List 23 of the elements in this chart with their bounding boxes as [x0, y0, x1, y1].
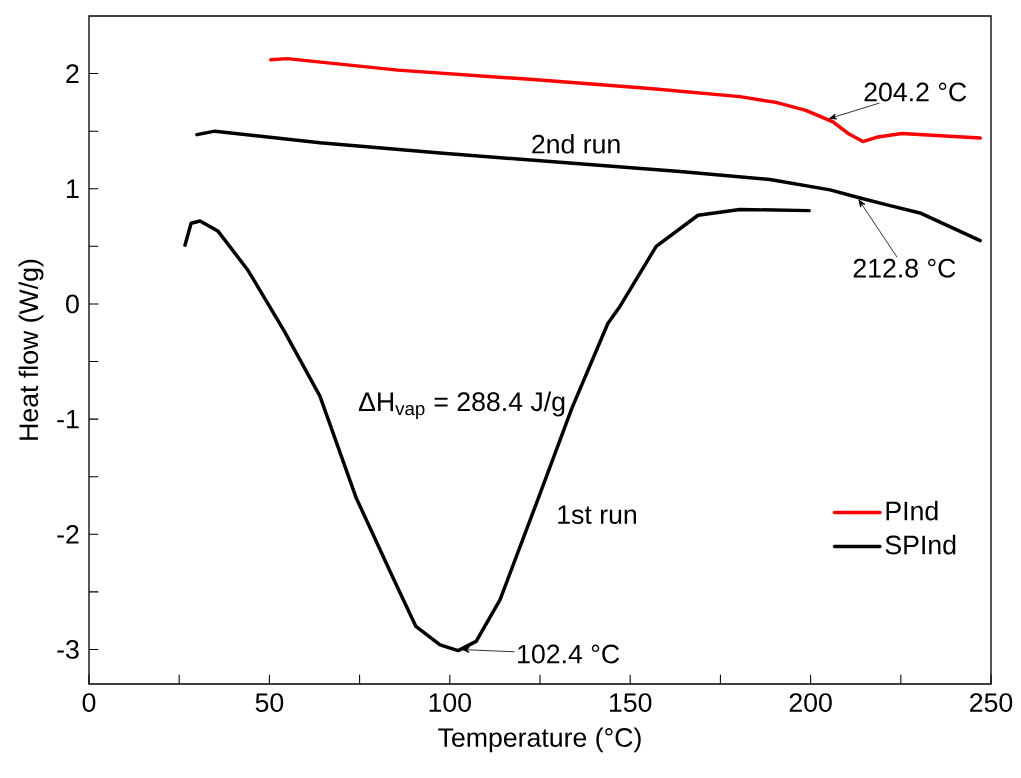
x-tick-label: 100 — [429, 693, 471, 713]
x-axis-title: Temperature (°C) — [438, 727, 641, 753]
x-tick-label: 250 — [970, 693, 1013, 713]
x-tick-label: 0 — [82, 693, 96, 713]
legend-label: PInd — [886, 500, 938, 521]
annotation: 204.2 °C — [864, 82, 967, 102]
y-tick-label: -3 — [57, 640, 79, 659]
y-tick-label: 2 — [66, 64, 79, 83]
x-tick-label: 150 — [609, 693, 652, 713]
annotation: 1st run — [558, 505, 636, 524]
annotation: 102.4 °C — [518, 644, 620, 664]
line-series — [195, 129, 982, 243]
y-tick-label: 0 — [66, 294, 79, 314]
annotation: ΔH$_{vap}$ = 288.4 J/g — [358, 391, 565, 419]
annotation: 2nd run — [532, 134, 620, 154]
y-tick-label: -2 — [57, 524, 79, 544]
y-tick-label: -1 — [57, 409, 79, 429]
x-tick-label: 50 — [255, 693, 284, 713]
annotation: 212.8 °C — [853, 258, 956, 278]
x-tick-label: 200 — [789, 693, 832, 713]
y-tick-label: 1 — [67, 179, 79, 198]
legend-label: SPInd — [885, 534, 956, 555]
y-axis-title: Heat flow (W/g) — [18, 259, 44, 440]
